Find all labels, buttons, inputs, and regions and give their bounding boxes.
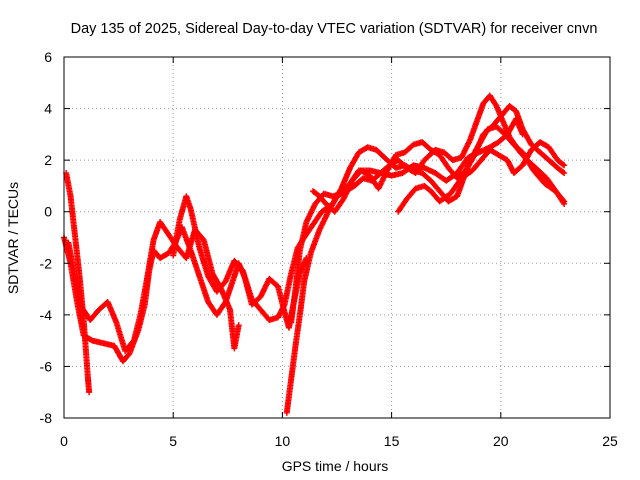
data-series-track-5 — [283, 92, 568, 416]
x-tick-label: 0 — [60, 433, 68, 449]
y-tick-label: 0 — [44, 204, 52, 220]
data-point — [560, 161, 567, 168]
data-point — [560, 169, 567, 176]
data-series-track-3 — [65, 219, 242, 354]
y-tick-label: 2 — [44, 152, 52, 168]
grid-layer — [64, 57, 610, 418]
x-tick-label: 10 — [275, 433, 291, 449]
data-series-track-4 — [170, 193, 310, 331]
tick-layer: 0 5 10 15 20 25 -8 -6 -4 -2 0 2 4 6 — [40, 49, 618, 449]
plot-frame — [63, 56, 611, 419]
data-point — [561, 200, 568, 207]
x-tick-label: 5 — [169, 433, 177, 449]
y-tick-label: -2 — [40, 255, 53, 271]
data-point — [560, 199, 567, 206]
data-series-track-7 — [309, 102, 568, 215]
x-tick-label: 25 — [602, 433, 618, 449]
y-axis-label: SDTVAR / TECUs — [5, 182, 21, 294]
x-tick-label: 20 — [493, 433, 509, 449]
y-tick-label: -4 — [40, 307, 53, 323]
y-tick-label: -6 — [40, 358, 53, 374]
y-tick-label: -8 — [40, 410, 53, 426]
x-tick-label: 15 — [384, 433, 400, 449]
y-tick-label: 6 — [44, 49, 52, 65]
data-layer — [61, 92, 568, 416]
data-point — [86, 389, 93, 396]
chart-title: Day 135 of 2025, Sidereal Day-to-day VTE… — [71, 21, 598, 37]
data-point — [561, 170, 568, 177]
y-tick-label: 4 — [44, 101, 52, 117]
data-point — [235, 322, 242, 329]
data-series-track-8 — [395, 139, 568, 215]
x-axis-label: GPS time / hours — [282, 458, 389, 474]
data-point — [561, 162, 568, 169]
